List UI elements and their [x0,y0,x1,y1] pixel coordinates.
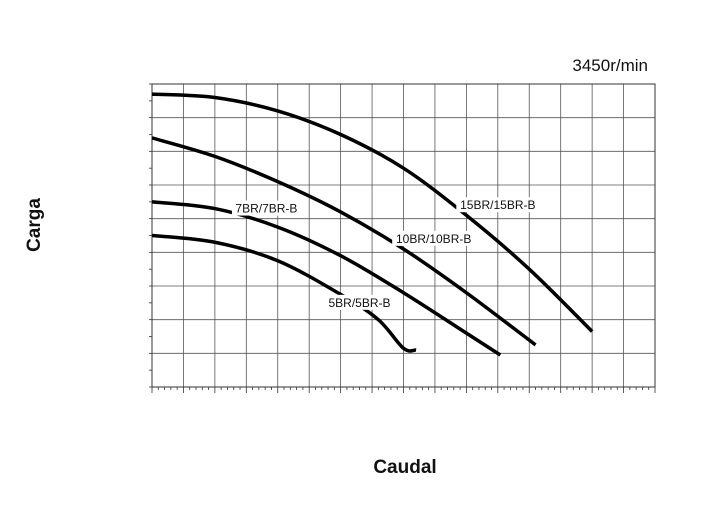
curve-label-15br-15br-b: 15BR/15BR-B [460,198,535,212]
curve-label-background [231,200,301,216]
curve-10br-10br-b [151,136,537,347]
curve-label-10br-10br-b: 10BR/10BR-B [396,232,471,246]
curve-label-7br-7br-b: 7BR/7BR-B [235,202,297,216]
curve-5br-5br-b [151,233,417,353]
x-axis-title: Caudal [373,457,436,478]
curve-label-background [392,230,476,246]
curve-7br-7br-b [151,200,502,357]
curve-label-background [456,197,540,213]
curve-label-background [324,294,394,310]
curve-15br-15br-b [151,92,594,333]
curve-label-5br-5br-b: 5BR/5BR-B [328,296,390,310]
speed-label: 3450r/min [572,56,648,75]
curves: 5BR/5BR-B 7BR/7BR-B 10BR/10BR-B 15BR/15BR-B [151,92,594,357]
y-axis-title: Carga [24,198,45,252]
